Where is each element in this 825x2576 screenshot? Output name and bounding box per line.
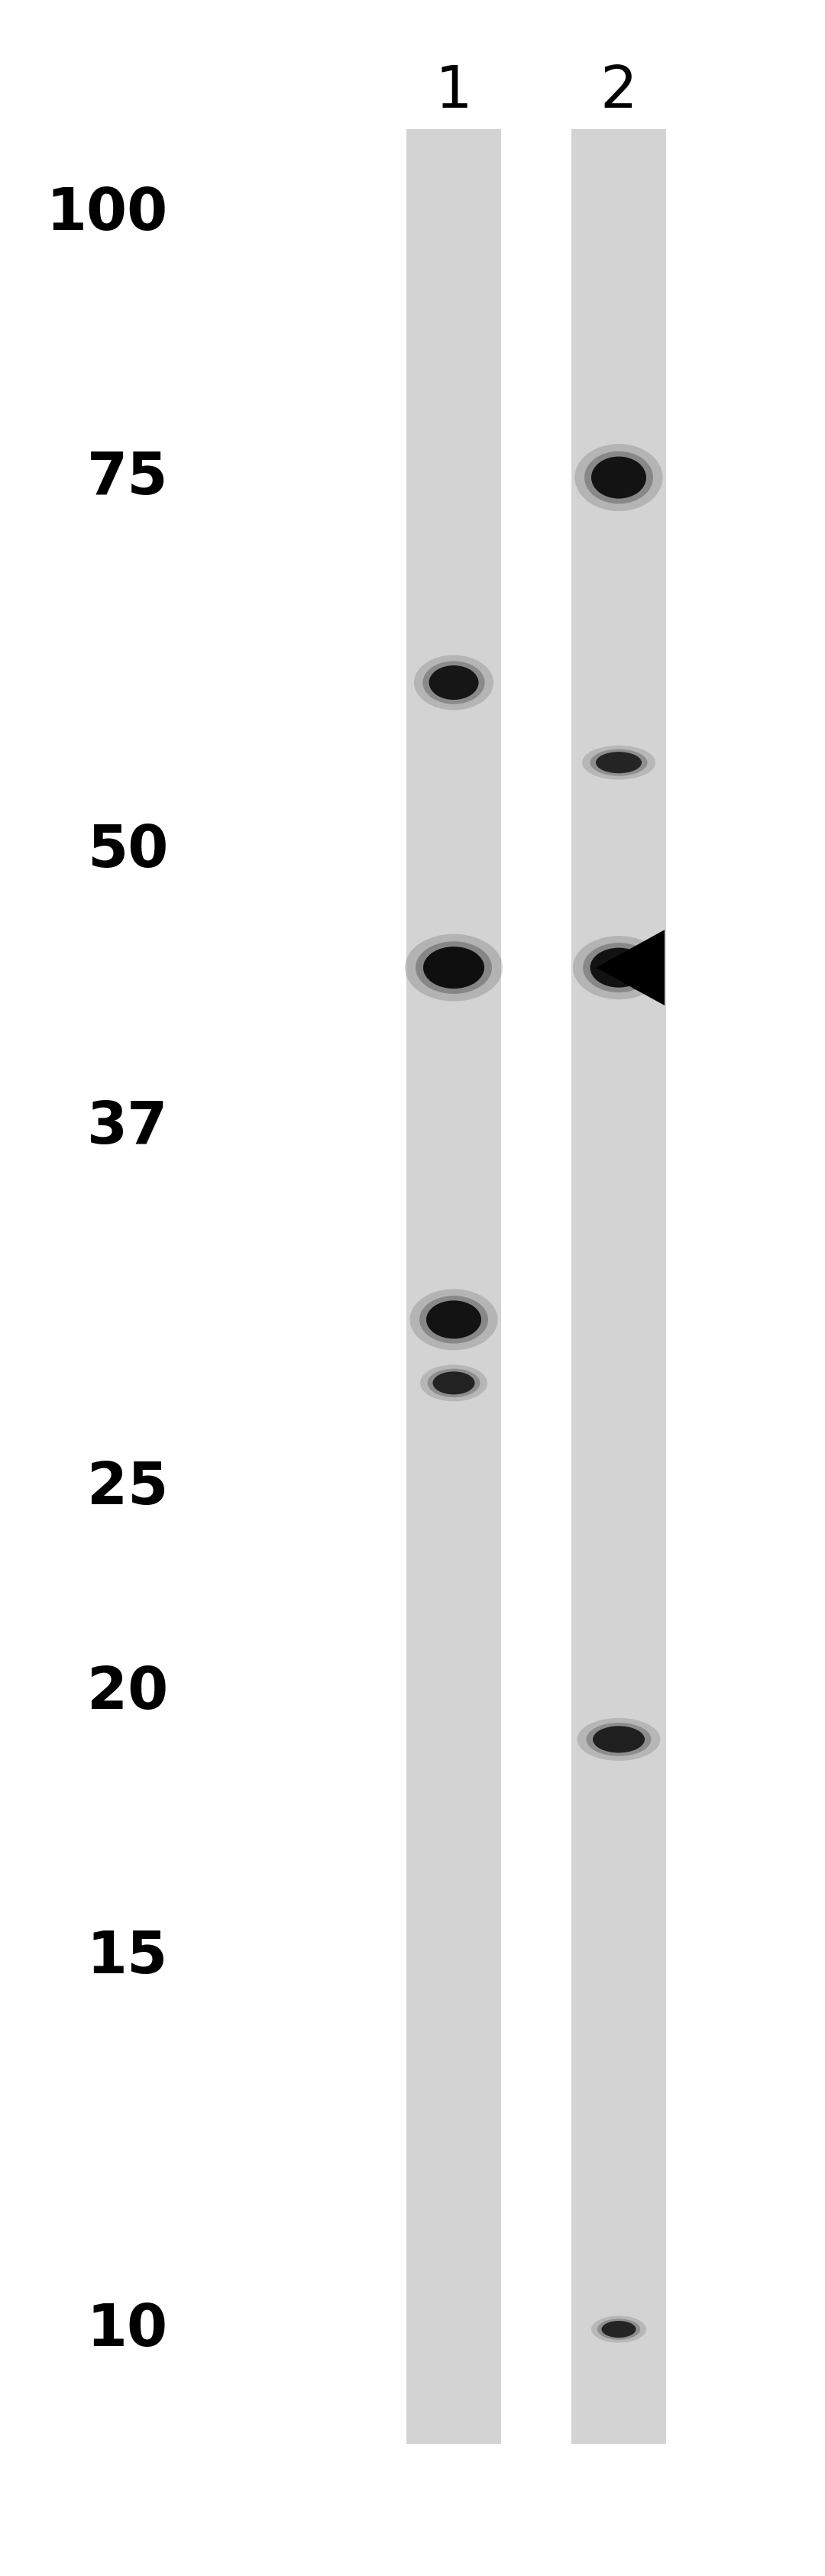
Ellipse shape	[433, 1373, 474, 1394]
Text: 10: 10	[87, 2300, 168, 2357]
Ellipse shape	[578, 1718, 660, 1762]
Text: 75: 75	[87, 451, 168, 507]
Ellipse shape	[422, 662, 485, 706]
Ellipse shape	[601, 2321, 636, 2339]
Ellipse shape	[423, 948, 484, 989]
Ellipse shape	[596, 752, 642, 773]
Ellipse shape	[416, 943, 492, 994]
Ellipse shape	[590, 948, 648, 989]
Text: 50: 50	[87, 822, 168, 878]
Ellipse shape	[583, 943, 654, 992]
Ellipse shape	[573, 935, 665, 999]
Ellipse shape	[590, 750, 648, 775]
Ellipse shape	[592, 456, 646, 500]
Ellipse shape	[405, 935, 502, 1002]
Ellipse shape	[575, 446, 662, 513]
Polygon shape	[596, 930, 665, 1005]
Text: 20: 20	[87, 1664, 168, 1721]
Ellipse shape	[587, 1723, 651, 1757]
Ellipse shape	[592, 2316, 646, 2342]
Ellipse shape	[427, 1368, 480, 1399]
Ellipse shape	[420, 1365, 488, 1401]
Bar	[407, 129, 502, 2445]
Ellipse shape	[593, 1726, 644, 1754]
Bar	[572, 129, 667, 2445]
Ellipse shape	[410, 1291, 497, 1350]
Ellipse shape	[584, 451, 653, 505]
Ellipse shape	[414, 657, 493, 711]
Ellipse shape	[597, 2318, 640, 2339]
Ellipse shape	[582, 747, 655, 781]
Text: 2: 2	[600, 64, 638, 121]
Text: 25: 25	[87, 1458, 168, 1515]
Text: 1: 1	[435, 64, 473, 121]
Ellipse shape	[427, 1301, 481, 1340]
Text: 15: 15	[87, 1929, 168, 1986]
Ellipse shape	[419, 1296, 488, 1345]
Text: 100: 100	[46, 185, 168, 242]
Text: 37: 37	[87, 1100, 168, 1157]
Ellipse shape	[429, 667, 478, 701]
